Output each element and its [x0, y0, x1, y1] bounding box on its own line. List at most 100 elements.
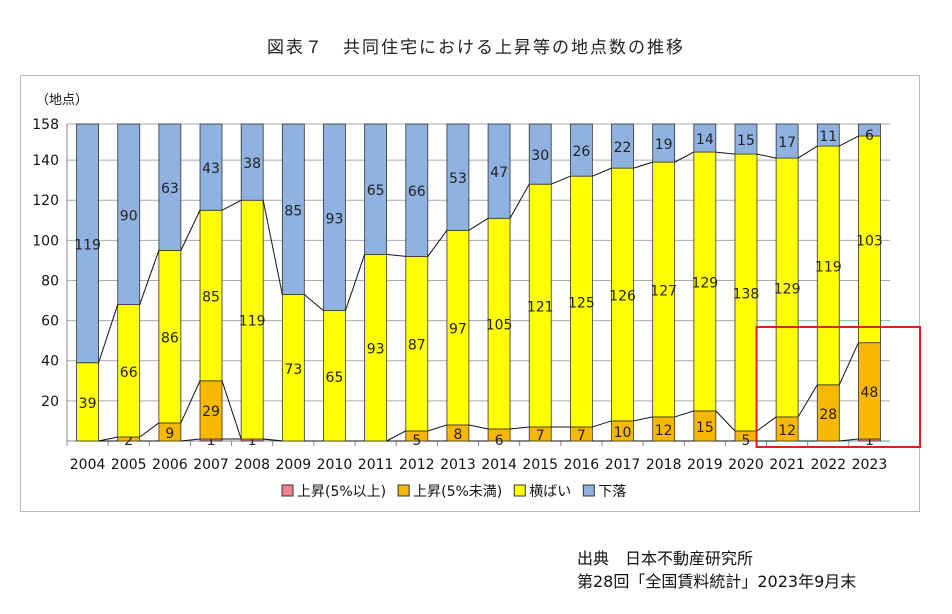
x-tick-label: 2021 — [769, 457, 805, 473]
x-tick-label: 2022 — [810, 457, 846, 473]
y-tick-label: 60 — [41, 314, 59, 330]
data-label: 93 — [367, 342, 385, 358]
bar-segment — [569, 123, 593, 177]
legend-swatch — [397, 484, 410, 497]
bar-segment — [240, 123, 264, 201]
data-label: 38 — [243, 156, 261, 172]
data-label: 15 — [696, 420, 714, 436]
data-label: 43 — [202, 161, 220, 177]
bar-segment — [528, 123, 552, 185]
data-label: 19 — [655, 137, 673, 153]
series-line — [180, 380, 201, 424]
data-label: 5 — [412, 433, 421, 449]
data-label: 73 — [284, 362, 302, 378]
chart-title: 図表７ 共同住宅における上昇等の地点数の推移 — [267, 38, 685, 58]
data-label: 22 — [614, 140, 632, 156]
data-label: 6 — [865, 128, 874, 144]
y-tick-label: 80 — [41, 273, 59, 289]
series-line — [221, 199, 242, 211]
x-tick-label: 2012 — [399, 457, 435, 473]
series-line — [674, 410, 694, 418]
source-line-1: 出典 日本不動産研究所 — [577, 549, 754, 568]
data-label: 1 — [865, 433, 874, 449]
x-tick-label: 2010 — [317, 457, 353, 473]
data-label: 30 — [531, 148, 549, 164]
x-tick-label: 2005 — [111, 457, 147, 473]
legend-label: 上昇(5%未満) — [413, 484, 502, 500]
data-label: 1 — [248, 433, 257, 449]
series-line — [386, 253, 406, 257]
bar-segment — [487, 123, 511, 219]
series-line — [509, 183, 530, 219]
bar-segment — [158, 123, 182, 251]
x-tick-label: 2013 — [440, 457, 476, 473]
series-line — [468, 424, 489, 430]
series-line — [592, 420, 612, 428]
series-line — [715, 151, 736, 155]
x-tick-label: 2023 — [852, 457, 888, 473]
data-label: 97 — [449, 322, 467, 338]
series-line — [98, 304, 119, 363]
series-line — [180, 210, 201, 251]
data-label: 63 — [161, 181, 179, 197]
legend-label: 下落 — [598, 484, 626, 500]
data-label: 14 — [696, 132, 714, 148]
x-tick-label: 2011 — [358, 457, 394, 473]
x-tick-label: 2016 — [564, 457, 600, 473]
data-label: 39 — [79, 396, 97, 412]
bar-segment — [734, 123, 758, 155]
bar-segment — [652, 123, 676, 163]
source-line-2: 第28回「全国賃料統計」2023年9月末 — [577, 572, 857, 591]
series-line — [139, 250, 160, 305]
data-label: 11 — [819, 129, 837, 145]
x-tick-label: 2020 — [728, 457, 764, 473]
data-label: 127 — [650, 284, 677, 300]
x-tick-label: 2006 — [152, 457, 188, 473]
data-label: 17 — [778, 135, 796, 151]
series-line — [427, 424, 448, 432]
series-line — [98, 436, 118, 442]
series-line — [510, 426, 530, 430]
x-tick-label: 2009 — [276, 457, 312, 473]
legend-swatch — [281, 484, 294, 497]
data-label: 119 — [815, 259, 842, 275]
series-line — [345, 254, 366, 311]
data-label: 10 — [614, 425, 632, 441]
bar-segment — [446, 123, 470, 231]
data-label: 2 — [124, 433, 133, 449]
data-label: 12 — [655, 423, 673, 439]
bar-segment — [199, 123, 223, 211]
data-label: 6 — [495, 433, 504, 449]
data-label: 15 — [737, 133, 755, 149]
data-label: 9 — [165, 426, 174, 442]
series-line — [468, 217, 489, 231]
data-label: 126 — [609, 289, 636, 305]
bar-segment — [858, 123, 881, 137]
data-label: 26 — [572, 144, 590, 160]
bar-segment — [76, 123, 99, 364]
bar-segment — [693, 123, 717, 153]
bar-segment — [117, 123, 141, 305]
y-tick-label: 140 — [32, 153, 59, 169]
y-tick-label: 158 — [32, 117, 59, 133]
data-label: 66 — [120, 365, 138, 381]
data-label: 66 — [408, 184, 426, 200]
data-label: 48 — [861, 385, 879, 401]
data-label: 119 — [74, 237, 101, 253]
data-label: 85 — [284, 203, 302, 219]
series-line — [839, 135, 859, 147]
data-label: 129 — [774, 282, 801, 298]
data-label: 29 — [202, 404, 220, 420]
legend-swatch — [582, 484, 595, 497]
y-tick-label: 20 — [41, 394, 59, 410]
data-label: 1 — [207, 433, 216, 449]
data-label: 125 — [568, 296, 595, 312]
data-label: 8 — [453, 427, 462, 443]
series-line — [797, 145, 818, 159]
data-label: 7 — [536, 428, 545, 444]
series-line — [633, 161, 653, 169]
bar-segment — [816, 123, 840, 147]
x-tick-label: 2008 — [234, 457, 270, 473]
data-label: 65 — [367, 183, 385, 199]
series-line — [674, 151, 695, 163]
